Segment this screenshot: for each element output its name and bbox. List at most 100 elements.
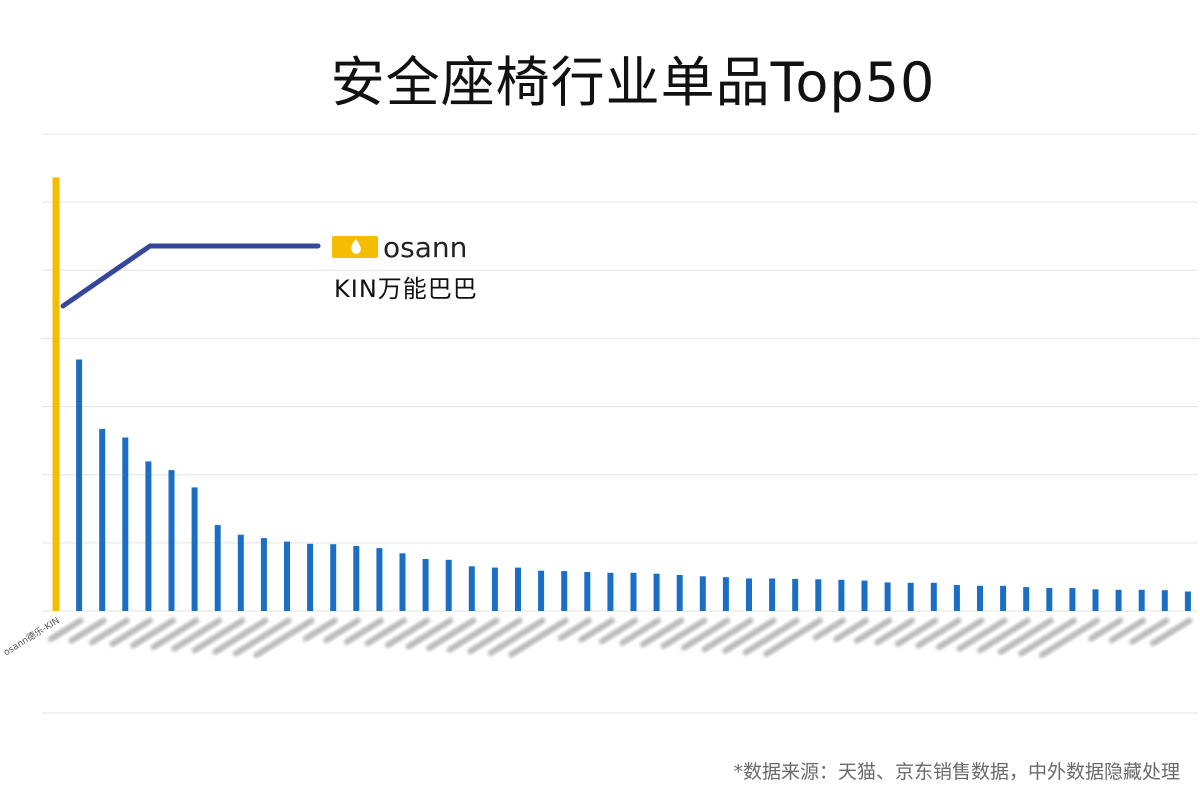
x-tick-label-hidden bbox=[364, 617, 407, 647]
osann-logo: osann bbox=[332, 231, 467, 264]
bar bbox=[330, 544, 337, 611]
bar bbox=[515, 567, 521, 611]
bar bbox=[1115, 589, 1122, 611]
x-tick-label-hidden bbox=[660, 617, 708, 650]
x-tick-labels: osann德乐-KIN bbox=[1, 614, 1193, 659]
x-tick-label-hidden bbox=[763, 617, 823, 657]
bar bbox=[214, 525, 221, 611]
bar bbox=[676, 575, 683, 611]
x-tick-label-hidden bbox=[426, 617, 477, 652]
flame-icon bbox=[351, 239, 361, 254]
bar bbox=[422, 559, 429, 611]
bar bbox=[307, 543, 314, 611]
bar bbox=[953, 585, 960, 611]
bar bbox=[122, 437, 129, 611]
x-tick-label-hidden bbox=[405, 617, 454, 650]
bar bbox=[561, 571, 568, 611]
x-tick-label-hidden bbox=[343, 617, 384, 645]
bar bbox=[584, 572, 591, 611]
x-tick-label-hidden bbox=[997, 617, 1054, 655]
bar bbox=[491, 567, 498, 611]
x-tick-label-hidden bbox=[874, 617, 916, 646]
x-tick-label-hidden bbox=[323, 617, 361, 644]
x-tick-label-hidden bbox=[1038, 617, 1100, 659]
gridlines bbox=[42, 133, 1198, 714]
bar bbox=[653, 573, 660, 611]
x-tick-label-hidden bbox=[232, 617, 292, 657]
bar bbox=[1000, 585, 1007, 611]
bar bbox=[769, 578, 776, 611]
bar bbox=[284, 541, 290, 611]
bar bbox=[746, 578, 752, 611]
x-tick-label-hidden bbox=[446, 617, 500, 653]
osann-logo-text: osann bbox=[383, 231, 467, 264]
bar bbox=[237, 534, 244, 611]
bar bbox=[260, 538, 267, 611]
bar bbox=[353, 546, 360, 611]
bar bbox=[76, 359, 83, 611]
bar bbox=[445, 559, 452, 611]
x-tick-label-hidden bbox=[742, 617, 800, 656]
x-tick-label-hidden bbox=[1018, 617, 1077, 657]
x-tick-label-hidden bbox=[47, 617, 84, 643]
bar bbox=[907, 582, 914, 611]
x-tick-label-hidden bbox=[853, 617, 893, 644]
x-tick-label-hidden bbox=[302, 617, 338, 642]
x-tick-label-hidden bbox=[467, 617, 523, 655]
bar bbox=[930, 582, 937, 611]
x-tick-label-hidden bbox=[701, 617, 754, 653]
bar bbox=[861, 580, 868, 611]
x-tick-label-hidden bbox=[598, 617, 638, 645]
x-tick-label-hidden bbox=[171, 617, 223, 652]
bar bbox=[538, 570, 545, 611]
x-tick-label-hidden bbox=[68, 617, 107, 644]
bar bbox=[376, 548, 383, 611]
x-tick-label-hidden bbox=[578, 617, 615, 643]
bar bbox=[1184, 591, 1191, 611]
bars bbox=[52, 177, 1191, 611]
bar bbox=[884, 582, 891, 611]
x-tick-label-hidden bbox=[894, 617, 939, 647]
bar-highlight bbox=[52, 177, 60, 611]
x-tick-label-hidden bbox=[833, 617, 869, 643]
bar bbox=[1161, 590, 1168, 611]
source-note: *数据来源：天猫、京东销售数据，中外数据隐藏处理 bbox=[733, 761, 1180, 783]
bar bbox=[1023, 587, 1030, 611]
bar bbox=[722, 577, 729, 611]
x-tick-label-hidden bbox=[639, 617, 685, 648]
bar bbox=[99, 428, 106, 611]
callout-line bbox=[60, 243, 321, 309]
x-tick-label-hidden bbox=[812, 617, 846, 641]
bar bbox=[468, 566, 475, 611]
bar bbox=[815, 579, 822, 611]
x-tick-label-hidden bbox=[956, 617, 1008, 652]
x-tick-label-hidden bbox=[253, 617, 315, 659]
x-tick-label-hidden bbox=[936, 617, 985, 651]
x-tick-label-hidden bbox=[109, 617, 153, 647]
x-tick-label-hidden bbox=[915, 617, 962, 649]
x-tick-label-hidden bbox=[681, 617, 731, 651]
x-tick-label-hidden bbox=[88, 617, 130, 646]
x-tick-label-hidden bbox=[1108, 617, 1147, 644]
bar bbox=[607, 572, 614, 611]
x-tick-label-hidden bbox=[722, 617, 777, 654]
x-tick-label-hidden bbox=[1088, 617, 1124, 642]
x-tick-label-hidden bbox=[212, 617, 269, 655]
bar bbox=[1092, 589, 1099, 611]
x-tick-label-hidden bbox=[130, 617, 176, 649]
bar bbox=[699, 576, 706, 611]
x-tick-label-hidden bbox=[487, 617, 546, 656]
x-tick-label-hidden bbox=[977, 617, 1031, 654]
bar bbox=[838, 579, 845, 611]
bar bbox=[1138, 589, 1145, 611]
bar bbox=[792, 578, 799, 611]
bar bbox=[977, 585, 983, 611]
callout: osann KIN万能巴巴 bbox=[60, 231, 478, 309]
x-tick-label-hidden bbox=[619, 617, 662, 646]
bar bbox=[145, 461, 152, 611]
callout-label: KIN万能巴巴 bbox=[334, 275, 478, 303]
x-tick-label-hidden bbox=[557, 617, 592, 642]
x-tick-label-hidden bbox=[150, 617, 200, 651]
x-tick-label-hidden bbox=[191, 617, 246, 654]
